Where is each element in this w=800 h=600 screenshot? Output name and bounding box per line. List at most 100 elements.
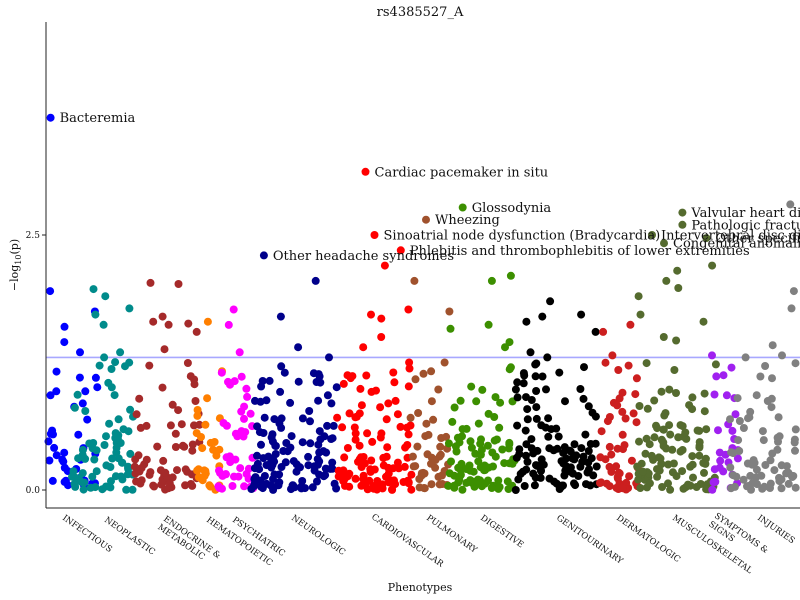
data-point [136,479,145,488]
data-point [513,421,522,430]
data-point [118,458,127,467]
data-point [570,440,579,449]
data-point [523,457,532,466]
data-point [378,484,387,493]
data-point [242,384,251,393]
data-point [308,483,317,492]
data-point [244,464,253,473]
data-point [526,348,535,357]
data-point [362,371,371,380]
data-point [323,421,332,430]
data-point [267,433,276,442]
data-point [735,447,744,455]
data-point [90,455,99,464]
data-point [350,423,359,432]
data-point [315,457,324,466]
data-point [372,386,380,395]
point-annotation: Sinoatrial node dysfunction (Bradycardia… [384,229,661,244]
data-point [266,481,275,490]
data-point [591,327,600,336]
data-point [672,472,681,481]
data-point [632,374,641,383]
data-point [561,397,569,406]
data-point [102,432,110,441]
data-point [166,421,175,430]
data-point [608,351,617,360]
data-point [544,414,553,423]
data-point [89,285,98,294]
data-point [260,413,269,422]
data-point [277,423,286,432]
data-point [188,440,197,449]
data-point [356,384,365,393]
data-point [645,479,654,488]
data-point [310,462,319,471]
data-point [427,459,435,468]
data-point [455,475,464,484]
data-point [83,415,92,424]
data-point [440,358,449,367]
data-point [50,443,59,452]
data-point [384,399,393,408]
data-point [695,451,704,460]
data-point [68,472,76,481]
data-point [268,455,276,463]
data-point [192,327,201,336]
data-point [634,475,643,484]
data-point [688,405,697,414]
data-point [193,411,202,420]
data-point [597,427,606,436]
data-point [631,390,640,399]
data-point [695,438,704,447]
data-point [589,471,598,480]
data-point [314,440,323,449]
data-point [722,391,731,400]
data-point [642,434,651,443]
data-point [145,361,154,370]
data-point [328,458,337,467]
data-point [790,435,799,444]
data-point [228,482,237,490]
data-point [70,403,79,412]
data-point [659,425,668,434]
point-annotation: Valvular heart disease [690,206,800,221]
data-point [153,442,162,451]
data-point [286,398,295,407]
data-point [107,477,115,486]
data-point [700,468,708,477]
data-point [404,478,413,487]
data-point [708,485,717,494]
data-point [414,409,423,417]
data-point [390,476,398,485]
data-point [183,359,192,367]
data-point [423,450,432,459]
data-point [330,479,339,488]
data-point [382,452,391,461]
data-point [624,361,633,370]
data-point [323,391,332,400]
data-point [761,362,770,370]
data-point [483,441,492,450]
data-point [710,390,719,399]
data-point [458,425,467,434]
data-point [726,463,735,472]
data-point [161,468,170,477]
data-point [174,406,183,415]
data-point [135,467,144,476]
data-point [513,378,522,387]
category-label: NEUROLOGIC [289,513,347,558]
data-point [554,432,563,441]
data-point [532,414,541,423]
data-point [768,449,777,458]
data-point [661,409,670,418]
data-point [626,320,635,329]
data-point [52,387,61,396]
annotated-point [786,200,795,209]
data-point [108,454,117,463]
data-point [586,481,595,490]
data-point [506,271,515,280]
data-point [547,425,556,434]
data-point [313,477,321,486]
data-point [292,460,301,469]
data-point [791,446,799,455]
